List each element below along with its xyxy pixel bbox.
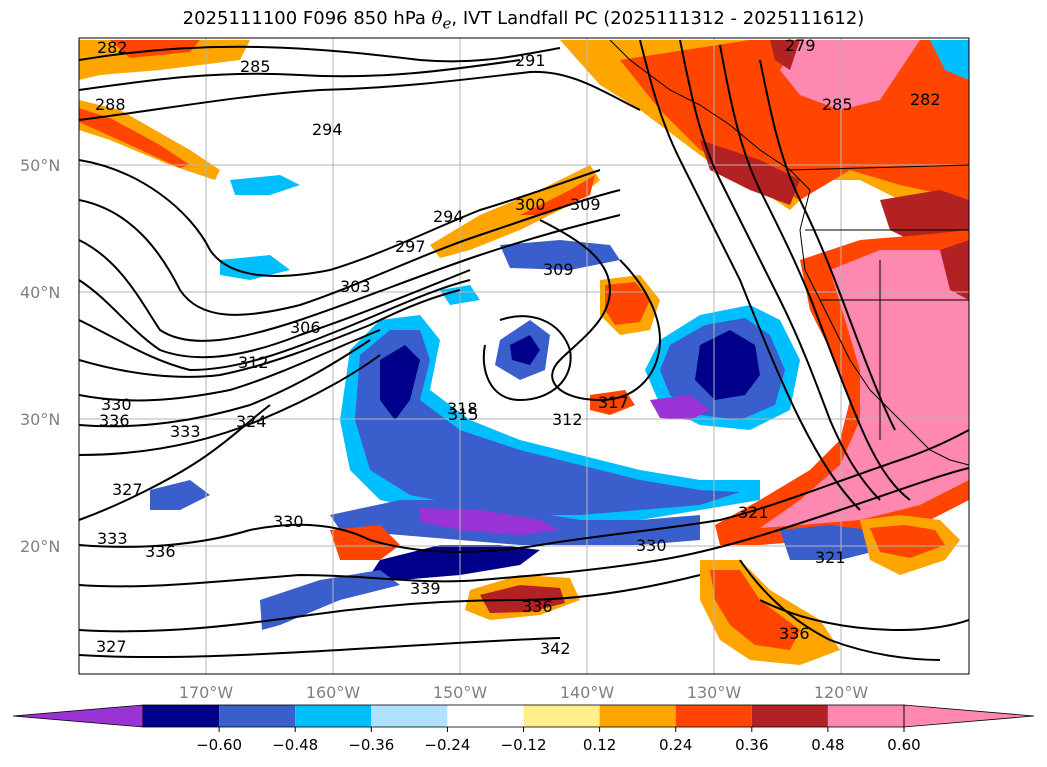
contour-label: 327 xyxy=(112,480,143,499)
contour-label: 279 xyxy=(785,36,816,55)
lon-label: 120°W xyxy=(814,683,869,702)
contour-label: 330 xyxy=(636,536,667,555)
longitude-labels: 170°W 160°W 150°W 140°W 130°W 120°W xyxy=(179,683,869,702)
contour-label: 315 xyxy=(448,405,479,424)
contour-label: 330 xyxy=(273,512,304,531)
lat-label: 40°N xyxy=(20,283,60,302)
lon-label: 140°W xyxy=(560,683,615,702)
contour-label: 306 xyxy=(290,318,321,337)
contour-label: 291 xyxy=(515,51,546,70)
colorbar-tick-label: 0.36 xyxy=(735,736,768,754)
contour-label: 321 xyxy=(815,548,846,567)
lat-label: 20°N xyxy=(20,537,60,556)
coastline xyxy=(609,39,969,466)
colorbar-tick-label: −0.12 xyxy=(501,736,547,754)
contour-label: 333 xyxy=(170,422,201,441)
colorbar-tick-label: 0.48 xyxy=(811,736,844,754)
colorbar-tick-label: 0.24 xyxy=(659,736,692,754)
figure-title: 2025111100 F096 850 hPa θe, IVT Landfall… xyxy=(182,8,865,33)
contour-label: 285 xyxy=(240,57,271,76)
shading-layer xyxy=(79,40,969,665)
lat-label: 50°N xyxy=(20,156,60,175)
contour-label: 312 xyxy=(552,410,583,429)
colorbar-segment xyxy=(143,705,220,727)
lon-label: 130°W xyxy=(687,683,742,702)
colorbar-segment xyxy=(751,705,828,727)
colorbar-segment xyxy=(599,705,676,727)
colorbar-extend-min xyxy=(12,704,144,728)
contour-labels: 282 285 288 291 294 294 297 300 303 306 … xyxy=(95,36,941,658)
contour-label: 309 xyxy=(543,260,574,279)
colorbar-segment xyxy=(219,705,296,727)
contour-label: 294 xyxy=(433,207,464,226)
contour-label: 297 xyxy=(395,237,426,256)
contour-label: 336 xyxy=(99,411,130,430)
map-frame xyxy=(78,37,970,675)
contour-label: 300 xyxy=(515,195,546,214)
contour-label: 282 xyxy=(910,90,941,109)
lon-label: 150°W xyxy=(433,683,488,702)
colorbar: −0.60 −0.48 −0.36 −0.24 −0.12 0.12 0.24 0.36 0.4… xyxy=(12,704,1035,754)
contour-label: 336 xyxy=(779,624,810,643)
contour-label: 336 xyxy=(145,542,176,561)
colorbar-ticks: −0.60 −0.48 −0.36 −0.24 −0.12 0.12 0.24 0.36 0.4… xyxy=(196,727,921,754)
colorbar-tick-label: 0.60 xyxy=(887,736,920,754)
colorbar-tick-label: −0.48 xyxy=(272,736,318,754)
colorbar-segments xyxy=(12,704,1035,728)
contour-label: 321 xyxy=(738,503,769,522)
lat-label: 30°N xyxy=(20,410,60,429)
colorbar-tick-label: −0.36 xyxy=(348,736,394,754)
colorbar-tick-label: −0.24 xyxy=(424,736,470,754)
contour-label: 294 xyxy=(312,120,343,139)
contour-label: 312 xyxy=(238,353,269,372)
contour-label: 336 xyxy=(522,597,553,616)
contour-label: 303 xyxy=(340,277,371,296)
graticule xyxy=(79,38,969,674)
contour-label: 317 xyxy=(598,393,629,412)
contour-label: 318 xyxy=(447,399,478,418)
colorbar-segment xyxy=(447,705,524,727)
contour-label: 327 xyxy=(96,637,127,656)
colorbar-segment xyxy=(827,705,904,727)
colorbar-tick-label: 0.12 xyxy=(583,736,616,754)
contour-label: 282 xyxy=(97,38,128,57)
latitude-labels: 50°N 40°N 30°N 20°N xyxy=(20,156,60,556)
colorbar-segment xyxy=(523,705,600,727)
colorbar-segment xyxy=(371,705,448,727)
lon-label: 160°W xyxy=(306,683,361,702)
lon-label: 170°W xyxy=(179,683,234,702)
colorbar-segment xyxy=(675,705,752,727)
contour-label: 288 xyxy=(95,95,126,114)
colorbar-extend-max xyxy=(903,704,1035,728)
contour-label: 342 xyxy=(540,639,571,658)
contour-label: 324 xyxy=(236,412,267,431)
colorbar-tick-label: −0.60 xyxy=(196,736,242,754)
contour-label: 309 xyxy=(570,195,601,214)
contour-label: 285 xyxy=(822,95,853,114)
theta-e-contours xyxy=(79,39,969,661)
contour-label: 330 xyxy=(101,395,132,414)
map-plot-area: 282 285 288 291 294 294 297 300 303 306 … xyxy=(79,36,969,674)
contour-label: 333 xyxy=(97,529,128,548)
contour-label: 339 xyxy=(410,579,441,598)
colorbar-segment xyxy=(295,705,372,727)
